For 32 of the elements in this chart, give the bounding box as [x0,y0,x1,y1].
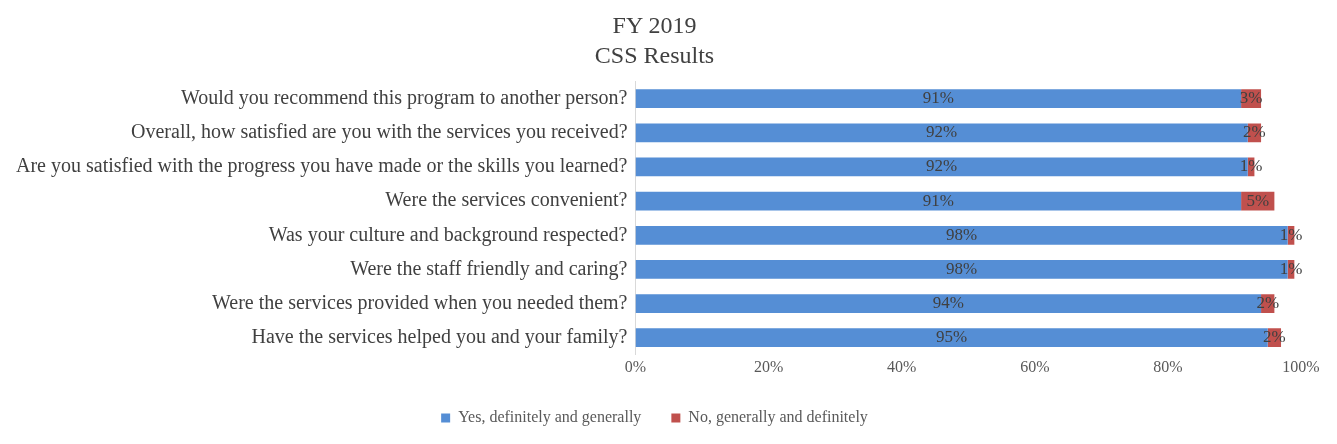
x-tick-label: 60% [1020,357,1050,375]
x-tick-label: 40% [887,357,917,375]
y-tick-label: Would you recommend this program to another person? [180,85,628,109]
x-tick-label: 20% [753,357,784,375]
data-label: 98% [946,258,978,278]
data-label: 92% [926,122,958,142]
y-tick-label: Was your culture and background respected? [268,222,628,246]
data-label: 91% [922,88,954,108]
bar [635,191,1242,211]
legend-label: Yes, definitely and generally [458,408,642,427]
data-label: 98% [946,224,978,244]
x-tick-label: 80% [1153,357,1183,375]
chart-title: FY 2019 [612,11,697,38]
data-label: 91% [922,190,954,210]
x-tick-label: 0% [624,357,647,375]
legend-label: No, generally and definitely [688,408,868,427]
bar [635,89,1242,109]
data-label: 92% [926,156,958,176]
y-tick-label: Were the services provided when you needed them? [212,290,628,314]
data-label: 94% [932,293,964,313]
y-tick-label: Were the services convenient? [385,188,628,211]
data-label: 1% [1239,156,1263,176]
y-tick-label: Have the services helped you and your family? [251,324,628,348]
y-tick-label: Were the staff friendly and caring? [350,256,628,280]
data-label: 5% [1246,190,1270,210]
chart-subtitle: CSS Results [594,42,715,69]
y-tick-label: Overall, how satisfied are you with the services you received? [131,120,628,144]
data-label: 1% [1279,224,1303,244]
data-label: 1% [1279,258,1303,278]
y-tick-label: Are you satisfied with the progress you have made or the skills you learned? [15,154,628,178]
x-tick-label: 100% [1282,357,1320,375]
data-label: 95% [936,327,968,347]
